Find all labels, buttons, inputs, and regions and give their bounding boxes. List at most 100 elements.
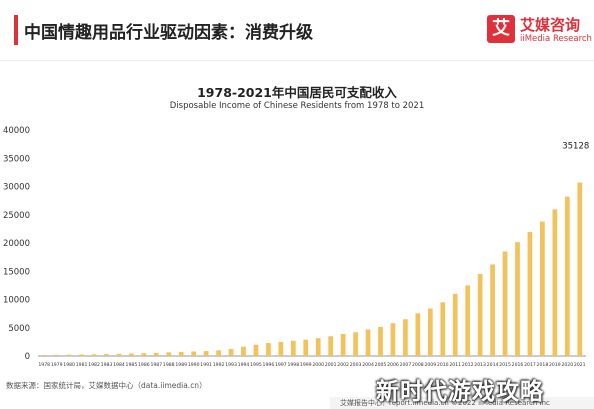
bar-1989 bbox=[178, 351, 184, 356]
x-tick-label: 2011 bbox=[449, 362, 461, 368]
bar-1983 bbox=[104, 354, 109, 356]
x-tick-label: 2003 bbox=[350, 362, 362, 368]
chart-subtitle: Disposable Income of Chinese Residents f… bbox=[169, 101, 425, 111]
x-tick-label: 1984 bbox=[113, 362, 125, 368]
bar-1978 bbox=[41, 355, 47, 356]
bar-1998 bbox=[290, 340, 296, 356]
bar-1981 bbox=[79, 354, 84, 356]
bar-2010 bbox=[440, 302, 446, 356]
bar-2008 bbox=[415, 313, 421, 356]
logo-mark-icon: 艾 bbox=[487, 15, 515, 43]
x-tick-label: 2013 bbox=[474, 362, 486, 368]
bar-2009 bbox=[427, 308, 433, 356]
bar-2020 bbox=[564, 196, 570, 356]
x-tick-label: 2012 bbox=[462, 362, 474, 368]
bar-2001 bbox=[328, 336, 334, 356]
x-tick-label: 1987 bbox=[150, 362, 162, 368]
bar-2000 bbox=[315, 338, 321, 356]
x-tick-label: 2002 bbox=[337, 362, 349, 368]
bar-1979 bbox=[54, 354, 60, 356]
y-tick-label: 30000 bbox=[3, 183, 30, 193]
bar-1993 bbox=[228, 348, 234, 356]
bar-1982 bbox=[91, 354, 97, 356]
watermark-text: 新时代游戏攻略 bbox=[376, 379, 544, 405]
bar-2014 bbox=[490, 264, 495, 356]
x-tick-label: 2005 bbox=[375, 362, 387, 368]
x-tick-label: 1983 bbox=[101, 362, 113, 368]
x-tick-label: 2004 bbox=[362, 362, 374, 368]
x-tick-label: 1995 bbox=[250, 362, 262, 368]
bar-1985 bbox=[129, 353, 134, 356]
bar-2015 bbox=[502, 251, 508, 356]
x-tick-label: 2009 bbox=[424, 362, 436, 368]
footer-copyright: 艾媒报告中心：report.iimedia.cn ©2022 iiMedia R… bbox=[340, 399, 550, 407]
x-tick-label: 2015 bbox=[499, 362, 511, 368]
header-divider bbox=[0, 60, 594, 61]
bar-2007 bbox=[403, 319, 408, 356]
y-tick-label: 20000 bbox=[3, 239, 30, 249]
bar-1991 bbox=[203, 351, 209, 356]
y-tick-label: 35000 bbox=[3, 154, 30, 164]
y-tick-label: 10000 bbox=[3, 296, 30, 306]
x-tick-label: 2016 bbox=[512, 362, 524, 368]
x-tick-label: 1980 bbox=[63, 362, 75, 368]
bar-1994 bbox=[241, 346, 246, 356]
bar-2006 bbox=[390, 323, 396, 356]
x-tick-label: 2018 bbox=[537, 362, 549, 368]
bar-1996 bbox=[266, 343, 271, 356]
x-tick-label: 1997 bbox=[275, 362, 287, 368]
x-tick-label: 2014 bbox=[487, 362, 499, 368]
x-tick-label: 1989 bbox=[175, 362, 187, 368]
x-tick-label: 2008 bbox=[412, 362, 424, 368]
x-tick-label: 1982 bbox=[88, 362, 100, 368]
bar-2018 bbox=[540, 221, 545, 356]
bar-2004 bbox=[365, 329, 371, 356]
x-tick-label: 2006 bbox=[387, 362, 399, 368]
logo-name-en: iiMedia Research bbox=[520, 34, 592, 44]
x-tick-label: 2019 bbox=[549, 362, 561, 368]
bar-2002 bbox=[340, 333, 346, 356]
footer-bar bbox=[330, 397, 594, 409]
bar-2011 bbox=[452, 293, 458, 356]
x-tick-label: 1996 bbox=[263, 362, 275, 368]
bar-1997 bbox=[278, 341, 284, 356]
bar-1980 bbox=[66, 354, 72, 356]
y-tick-label: 40000 bbox=[3, 126, 30, 136]
x-tick-label: 2010 bbox=[437, 362, 449, 368]
x-tick-label: 1990 bbox=[188, 362, 200, 368]
x-tick-label: 2021 bbox=[574, 362, 586, 368]
bar-2013 bbox=[477, 274, 483, 356]
x-tick-label: 1988 bbox=[163, 362, 175, 368]
bar-1995 bbox=[253, 344, 259, 356]
bar-2003 bbox=[353, 332, 358, 356]
y-tick-label: 5000 bbox=[8, 324, 30, 334]
bar-1984 bbox=[116, 353, 122, 356]
last-value-label: 35128 bbox=[562, 142, 589, 152]
chart-title: 1978-2021年中国居民可支配收入 bbox=[197, 85, 397, 100]
x-tick-label: 1994 bbox=[238, 362, 250, 368]
y-tick-label: 0 bbox=[25, 352, 30, 362]
bar-1988 bbox=[166, 352, 172, 356]
x-tick-label: 1992 bbox=[213, 362, 225, 368]
bar-2005 bbox=[378, 326, 383, 356]
iimedia-logo: 艾 艾媒咨询 iiMedia Research bbox=[487, 14, 592, 48]
y-tick-label: 15000 bbox=[3, 267, 30, 277]
y-tick-label: 25000 bbox=[3, 211, 30, 221]
x-tick-label: 1985 bbox=[126, 362, 138, 368]
x-tick-label: 2001 bbox=[325, 362, 337, 368]
logo-name-cn: 艾媒咨询 bbox=[520, 16, 581, 34]
x-tick-label: 1979 bbox=[51, 362, 63, 368]
x-tick-label: 2007 bbox=[400, 362, 412, 368]
bar-2016 bbox=[515, 242, 520, 356]
title-accent-bar bbox=[14, 15, 18, 45]
bar-1986 bbox=[141, 353, 147, 356]
bar-2012 bbox=[465, 285, 471, 356]
income-bar-chart: 0 5000 10000 15000 20000 25000 30000 35000 40000… bbox=[3, 126, 589, 368]
x-tick-label: 2000 bbox=[312, 362, 324, 368]
bar-1987 bbox=[153, 352, 159, 356]
bar-1999 bbox=[303, 339, 309, 356]
x-tick-label: 1978 bbox=[38, 362, 50, 368]
x-tick-label: 1999 bbox=[300, 362, 312, 368]
x-tick-label: 2017 bbox=[524, 362, 536, 368]
bar-2017 bbox=[527, 231, 533, 356]
